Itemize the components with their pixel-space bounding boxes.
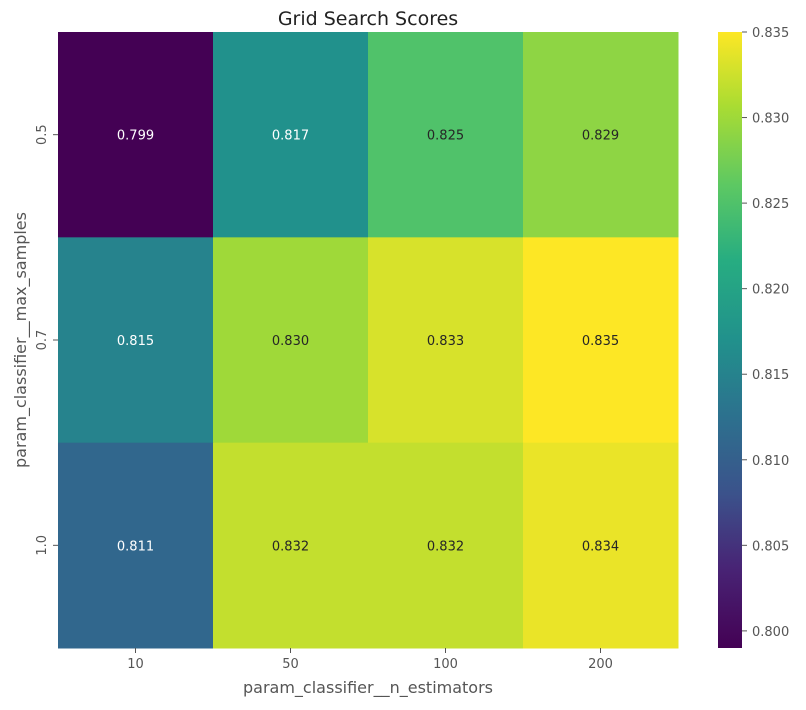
heatmap-cell bbox=[368, 442, 524, 649]
y-axis-label: param_classifier__max_samples bbox=[11, 212, 31, 468]
cell-value-label: 0.833 bbox=[427, 334, 464, 349]
y-tick-label: 0.7 bbox=[35, 330, 50, 351]
cell-value-label: 0.832 bbox=[427, 539, 464, 554]
heatmap-cell bbox=[58, 442, 214, 649]
heatmap-cell bbox=[213, 442, 369, 649]
heatmap-cell bbox=[213, 32, 369, 238]
chart-title: Grid Search Scores bbox=[278, 8, 458, 30]
heatmap-cell bbox=[523, 237, 679, 444]
x-tick-label: 50 bbox=[282, 657, 299, 672]
colorbar-tick-label: 0.825 bbox=[752, 197, 789, 212]
colorbar-tick-label: 0.835 bbox=[752, 26, 789, 41]
cell-value-label: 0.799 bbox=[117, 129, 154, 144]
colorbar-ticks: 0.800 0.805 0.810 0.815 0.820 0.825 0.830 0.835 bbox=[742, 26, 789, 640]
cell-value-label: 0.817 bbox=[272, 129, 309, 144]
cell-value-label: 0.815 bbox=[117, 334, 154, 349]
cell-value-label: 0.830 bbox=[272, 334, 309, 349]
heatmap-cell bbox=[523, 32, 679, 238]
x-tick-label: 100 bbox=[433, 657, 458, 672]
colorbar-tick-label: 0.805 bbox=[752, 539, 789, 554]
cell-value-label: 0.825 bbox=[427, 129, 464, 144]
x-tick-label: 10 bbox=[127, 657, 144, 672]
colorbar bbox=[718, 32, 742, 648]
heatmap-cell bbox=[213, 237, 369, 444]
heatmap-cell bbox=[58, 237, 214, 444]
colorbar-tick-label: 0.820 bbox=[752, 283, 789, 298]
heatmap-cell bbox=[523, 442, 679, 649]
colorbar-tick-label: 0.810 bbox=[752, 454, 789, 469]
cell-value-label: 0.832 bbox=[272, 539, 309, 554]
x-axis-label: param_classifier__n_estimators bbox=[243, 678, 493, 698]
heatmap-cell bbox=[58, 32, 214, 238]
cell-value-label: 0.834 bbox=[582, 539, 619, 554]
cell-value-label: 0.811 bbox=[117, 539, 154, 554]
heatmap-cell bbox=[368, 32, 524, 238]
x-tick-label: 200 bbox=[588, 657, 613, 672]
cell-value-label: 0.829 bbox=[582, 129, 619, 144]
y-axis-ticks: 0.5 0.7 1.0 bbox=[35, 124, 58, 556]
colorbar-tick-label: 0.830 bbox=[752, 112, 789, 127]
colorbar-tick-label: 0.815 bbox=[752, 368, 789, 383]
y-tick-label: 0.5 bbox=[35, 124, 50, 145]
heatmap-annotations: 0.799 0.817 0.825 0.829 0.815 0.830 0.833 0.835… bbox=[117, 129, 619, 555]
y-tick-label: 1.0 bbox=[35, 535, 50, 556]
heatmap-cells bbox=[58, 32, 679, 649]
x-axis-ticks: 10 50 100 200 bbox=[127, 648, 613, 672]
colorbar-tick-label: 0.800 bbox=[752, 625, 789, 640]
heatmap-cell bbox=[368, 237, 524, 444]
cell-value-label: 0.835 bbox=[582, 334, 619, 349]
